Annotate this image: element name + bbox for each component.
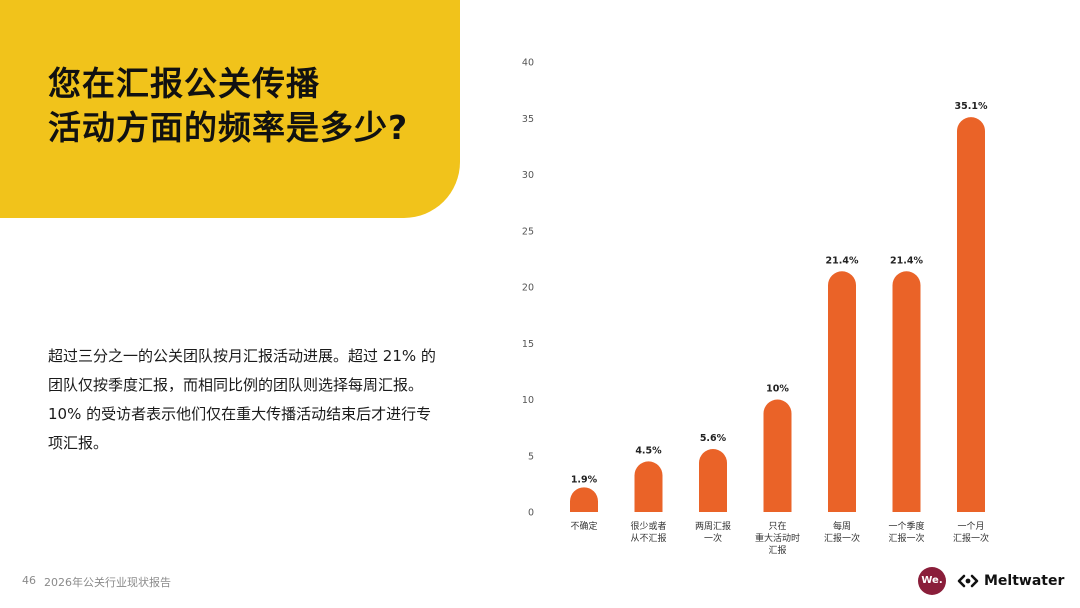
summary-line-3: 10% 的受访者表示他们仅在重大传播活动结束后才进行专: [48, 405, 432, 423]
bar-value-label: 5.6%: [700, 433, 727, 444]
y-tick-label: 25: [522, 226, 534, 237]
x-category-label: 汇报一次: [824, 532, 860, 544]
bar-value-label: 21.4%: [890, 255, 923, 266]
meltwater-logo: Meltwater: [956, 571, 1064, 591]
x-category-label: 一个季度: [888, 520, 924, 532]
y-tick-label: 20: [522, 283, 534, 294]
page-title-line-2: 活动方面的频率是多少?: [48, 108, 409, 147]
y-tick-label: 35: [522, 114, 534, 125]
y-tick-label: 10: [522, 395, 534, 406]
x-category-label: 汇报一次: [888, 532, 924, 544]
bar-value-label: 21.4%: [826, 255, 859, 266]
bar: [957, 117, 985, 512]
x-category-label: 很少或者: [630, 520, 666, 532]
x-category-label: 只在: [768, 520, 786, 532]
x-category-label: 不确定: [570, 520, 597, 532]
we-logo: We.: [918, 567, 946, 595]
bar: [634, 461, 663, 512]
summary-line-1: 超过三分之一的公关团队按月汇报活动进展。超过 21% 的: [48, 347, 436, 365]
x-category-label: 两周汇报: [695, 520, 731, 532]
page-title-line-1: 您在汇报公关传播: [48, 64, 320, 103]
page-title: 您在汇报公关传播 活动方面的频率是多少?: [48, 62, 468, 150]
x-category-label: 一次: [704, 532, 722, 544]
bar-value-label: 1.9%: [571, 475, 598, 486]
x-category-label: 汇报: [768, 544, 786, 556]
bar-value-label: 4.5%: [635, 445, 662, 456]
x-category-label: 从不汇报: [630, 532, 666, 544]
report-name: 2026年公关行业现状报告: [44, 576, 171, 589]
bar: [828, 271, 856, 512]
bar: [892, 271, 921, 512]
y-tick-label: 30: [522, 170, 534, 181]
y-tick-label: 15: [522, 339, 534, 350]
y-tick-label: 5: [528, 451, 534, 462]
page-number: 46: [22, 574, 36, 587]
bar-value-label: 35.1%: [955, 101, 988, 112]
x-category-label: 重大活动时: [755, 532, 800, 544]
bar: [763, 399, 792, 512]
meltwater-icon: [957, 574, 979, 588]
bar-value-label: 10%: [766, 384, 789, 395]
summary-line-2: 团队仅按季度汇报，而相同比例的团队则选择每周汇报。: [48, 376, 424, 394]
title-banner: [0, 0, 460, 218]
x-category-label: 一个月: [957, 521, 984, 532]
x-category-label: 每周: [833, 520, 851, 532]
x-category-label: 汇报一次: [953, 532, 989, 544]
brand-name: Meltwater: [984, 573, 1065, 589]
y-tick-label: 40: [522, 58, 534, 69]
y-tick-label: 0: [528, 508, 534, 519]
bar: [699, 449, 727, 512]
summary-line-4: 项汇报。: [48, 434, 109, 452]
bar: [570, 487, 598, 512]
summary-paragraph: 超过三分之一的公关团队按月汇报活动进展。超过 21% 的 团队仅按季度汇报，而相…: [48, 342, 468, 458]
